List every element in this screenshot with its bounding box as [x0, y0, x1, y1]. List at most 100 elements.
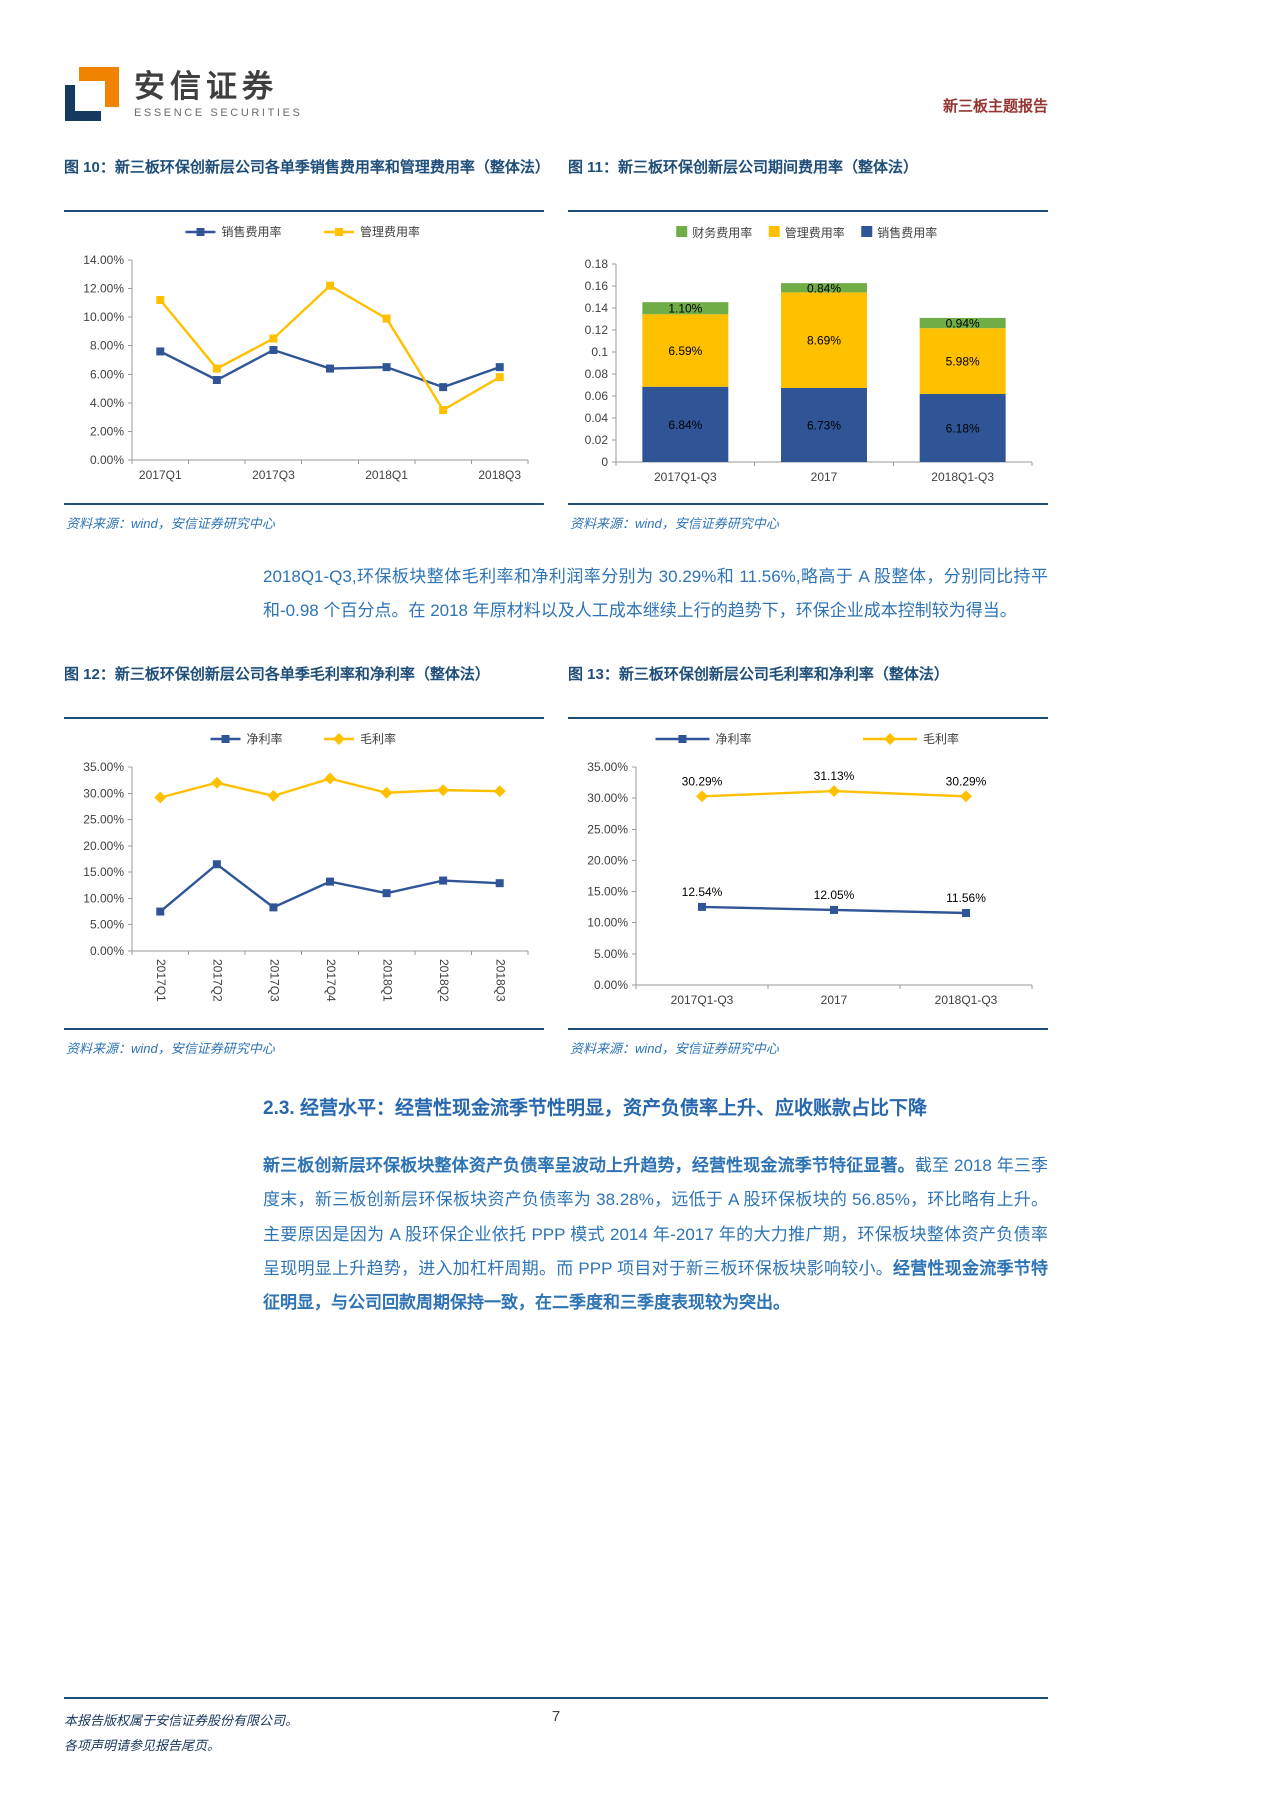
svg-text:15.00%: 15.00%: [587, 884, 628, 898]
svg-text:12.05%: 12.05%: [814, 888, 855, 902]
svg-text:0.18: 0.18: [585, 257, 609, 271]
figure-12-source: 资料来源：wind，安信证券研究中心: [66, 1040, 275, 1056]
figure-11-block: 图 11：新三板环保创新层公司期间费用率（整体法） 0 0.02 0.04 0.06 0…: [568, 154, 1048, 534]
svg-text:2017Q2: 2017Q2: [211, 959, 225, 1002]
svg-text:10.00%: 10.00%: [83, 310, 124, 324]
svg-text:5.98%: 5.98%: [946, 355, 980, 369]
svg-text:2018Q1-Q3: 2018Q1-Q3: [935, 993, 998, 1007]
figure-12-title: 图 12：新三板环保创新层公司各单季毛利率和净利率（整体法）: [64, 665, 490, 683]
figure-top-rule: [568, 210, 1048, 212]
svg-text:管理费用率: 管理费用率: [360, 224, 420, 239]
svg-text:财务费用率: 财务费用率: [692, 225, 752, 240]
copyright-line-2: 各项声明请参见报告尾页。: [64, 1738, 221, 1754]
svg-text:5.00%: 5.00%: [594, 947, 628, 961]
fig10-line-chart: 0.00% 2.00% 4.00% 6.00% 8.00% 10.00% 12.00% 14.…: [83, 224, 529, 482]
figure-row-1: 图 10：新三板环保创新层公司各单季销售费用率和管理费用率（整体法） 0.00%…: [64, 154, 1048, 534]
svg-text:0.02: 0.02: [585, 433, 609, 447]
figure-12-block: 图 12：新三板环保创新层公司各单季毛利率和净利率（整体法） 0.00% 5.00…: [64, 661, 544, 1059]
svg-text:毛利率: 毛利率: [360, 731, 396, 746]
fig11-stacked-bar-chart: 0 0.02 0.04 0.06 0.08 0.1 0.12 0.14 0.16 0.18 2017…: [585, 225, 1033, 484]
svg-text:2017Q1-Q3: 2017Q1-Q3: [671, 993, 734, 1007]
figure-11-source: 资料来源：wind，安信证券研究中心: [570, 516, 779, 531]
svg-text:31.13%: 31.13%: [814, 769, 855, 783]
svg-text:2018Q2: 2018Q2: [437, 959, 451, 1002]
svg-text:2017Q4: 2017Q4: [324, 959, 338, 1002]
copyright-line-1: 本报告版权属于安信证券股份有限公司。: [64, 1713, 299, 1728]
svg-text:0.00%: 0.00%: [90, 944, 124, 958]
svg-text:30.00%: 30.00%: [83, 786, 124, 800]
svg-text:0.16: 0.16: [585, 279, 609, 293]
svg-text:0.84%: 0.84%: [807, 281, 841, 295]
svg-text:2.00%: 2.00%: [90, 424, 124, 438]
svg-text:12.00%: 12.00%: [83, 282, 124, 296]
svg-text:销售费用率: 销售费用率: [877, 225, 937, 240]
svg-text:30.29%: 30.29%: [946, 774, 987, 788]
fig12-line-chart: 0.00% 5.00% 10.00% 15.00% 20.00% 25.00% 30.00%…: [83, 731, 529, 1002]
brand-name: 安信证券: [134, 68, 278, 104]
svg-text:2018Q1: 2018Q1: [365, 468, 408, 482]
svg-text:15.00%: 15.00%: [83, 865, 124, 879]
svg-text:2017Q3: 2017Q3: [252, 468, 295, 482]
svg-text:2018Q1-Q3: 2018Q1-Q3: [931, 470, 994, 484]
figure-12-chart-area: 0.00% 5.00% 10.00% 15.00% 20.00% 25.00% 30.00%…: [64, 719, 544, 1028]
svg-text:12.54%: 12.54%: [682, 885, 723, 899]
svg-text:4.00%: 4.00%: [90, 396, 124, 410]
page-footer: 本报告版权属于安信证券股份有限公司。 各项声明请参见报告尾页。 7: [64, 1697, 1048, 1759]
svg-text:20.00%: 20.00%: [83, 839, 124, 853]
svg-text:0.00%: 0.00%: [594, 978, 628, 992]
svg-text:2017Q1: 2017Q1: [154, 959, 168, 1002]
brand-block: 安信证券 ESSENCE SECURITIES: [64, 66, 302, 122]
figure-bottom-rule: [64, 503, 544, 505]
svg-text:0.00%: 0.00%: [90, 453, 124, 467]
svg-text:0.08: 0.08: [585, 367, 609, 381]
copyright-block: 本报告版权属于安信证券股份有限公司。 各项声明请参见报告尾页。: [64, 1708, 1048, 1759]
svg-text:6.73%: 6.73%: [807, 418, 841, 432]
svg-text:2018Q1: 2018Q1: [380, 959, 394, 1002]
figure-13-block: 图 13：新三板环保创新层公司毛利率和净利率（整体法） 0.00% 5.00% 10…: [568, 661, 1048, 1059]
svg-text:0.12: 0.12: [585, 323, 609, 337]
svg-text:2018Q3: 2018Q3: [478, 468, 521, 482]
svg-text:25.00%: 25.00%: [83, 812, 124, 826]
svg-text:6.00%: 6.00%: [90, 367, 124, 381]
figure-10-block: 图 10：新三板环保创新层公司各单季销售费用率和管理费用率（整体法） 0.00%…: [64, 154, 550, 534]
svg-text:0.04: 0.04: [585, 411, 609, 425]
svg-text:0: 0: [601, 455, 608, 469]
svg-text:10.00%: 10.00%: [83, 891, 124, 905]
svg-text:6.84%: 6.84%: [668, 418, 702, 432]
svg-text:6.18%: 6.18%: [946, 422, 980, 436]
svg-text:2017Q1-Q3: 2017Q1-Q3: [654, 470, 717, 484]
svg-text:14.00%: 14.00%: [83, 253, 124, 267]
figure-bottom-rule: [64, 1027, 544, 1030]
svg-text:10.00%: 10.00%: [587, 915, 628, 929]
svg-text:2017Q3: 2017Q3: [267, 959, 281, 1002]
svg-text:8.00%: 8.00%: [90, 339, 124, 353]
fig13-line-chart: 0.00% 5.00% 10.00% 15.00% 20.00% 25.00% 30.00%…: [587, 731, 1033, 1007]
svg-text:2018Q3: 2018Q3: [494, 959, 508, 1002]
svg-text:25.00%: 25.00%: [587, 822, 628, 836]
section-heading: 2.3. 经营水平：经营性现金流季节性明显，资产负债率上升、应收账款占比下降: [263, 1097, 927, 1119]
essence-logo-icon: [65, 67, 119, 121]
svg-text:管理费用率: 管理费用率: [785, 225, 845, 240]
svg-text:销售费用率: 销售费用率: [222, 224, 282, 239]
body-paragraph-2: 新三板创新层环保板块整体资产负债率呈波动上升趋势，经营性现金流季节特征显著。截至…: [263, 1156, 1049, 1313]
figure-11-title: 图 11：新三板环保创新层公司期间费用率（整体法）: [568, 159, 919, 176]
svg-text:净利率: 净利率: [247, 731, 283, 746]
svg-text:35.00%: 35.00%: [587, 760, 628, 774]
page-number: 7: [551, 1708, 561, 1725]
figure-11-chart-area: 0 0.02 0.04 0.06 0.08 0.1 0.12 0.14 0.16 0.18 2017…: [568, 212, 1048, 503]
figure-top-rule: [64, 210, 544, 212]
brand-text: 安信证券 ESSENCE SECURITIES: [134, 69, 302, 120]
svg-text:净利率: 净利率: [716, 731, 752, 746]
svg-text:1.10%: 1.10%: [668, 302, 702, 316]
svg-text:30.29%: 30.29%: [682, 774, 723, 788]
figure-top-rule: [64, 716, 544, 719]
body-paragraph-1: 2018Q1-Q3,环保板块整体毛利率和净利润率分别为 30.29%和 11.5…: [263, 567, 1048, 621]
svg-text:0.94%: 0.94%: [946, 317, 980, 331]
svg-text:20.00%: 20.00%: [587, 853, 628, 867]
svg-text:6.59%: 6.59%: [668, 344, 702, 358]
footer-divider: [64, 1697, 1048, 1699]
figure-bottom-rule: [568, 1027, 1048, 1030]
figure-13-title: 图 13：新三板环保创新层公司毛利率和净利率（整体法）: [568, 665, 949, 683]
figure-10-chart-area: 0.00% 2.00% 4.00% 6.00% 8.00% 10.00% 12.00% 14.…: [64, 212, 544, 503]
figure-row-2: 图 12：新三板环保创新层公司各单季毛利率和净利率（整体法） 0.00% 5.00…: [64, 661, 1048, 1059]
